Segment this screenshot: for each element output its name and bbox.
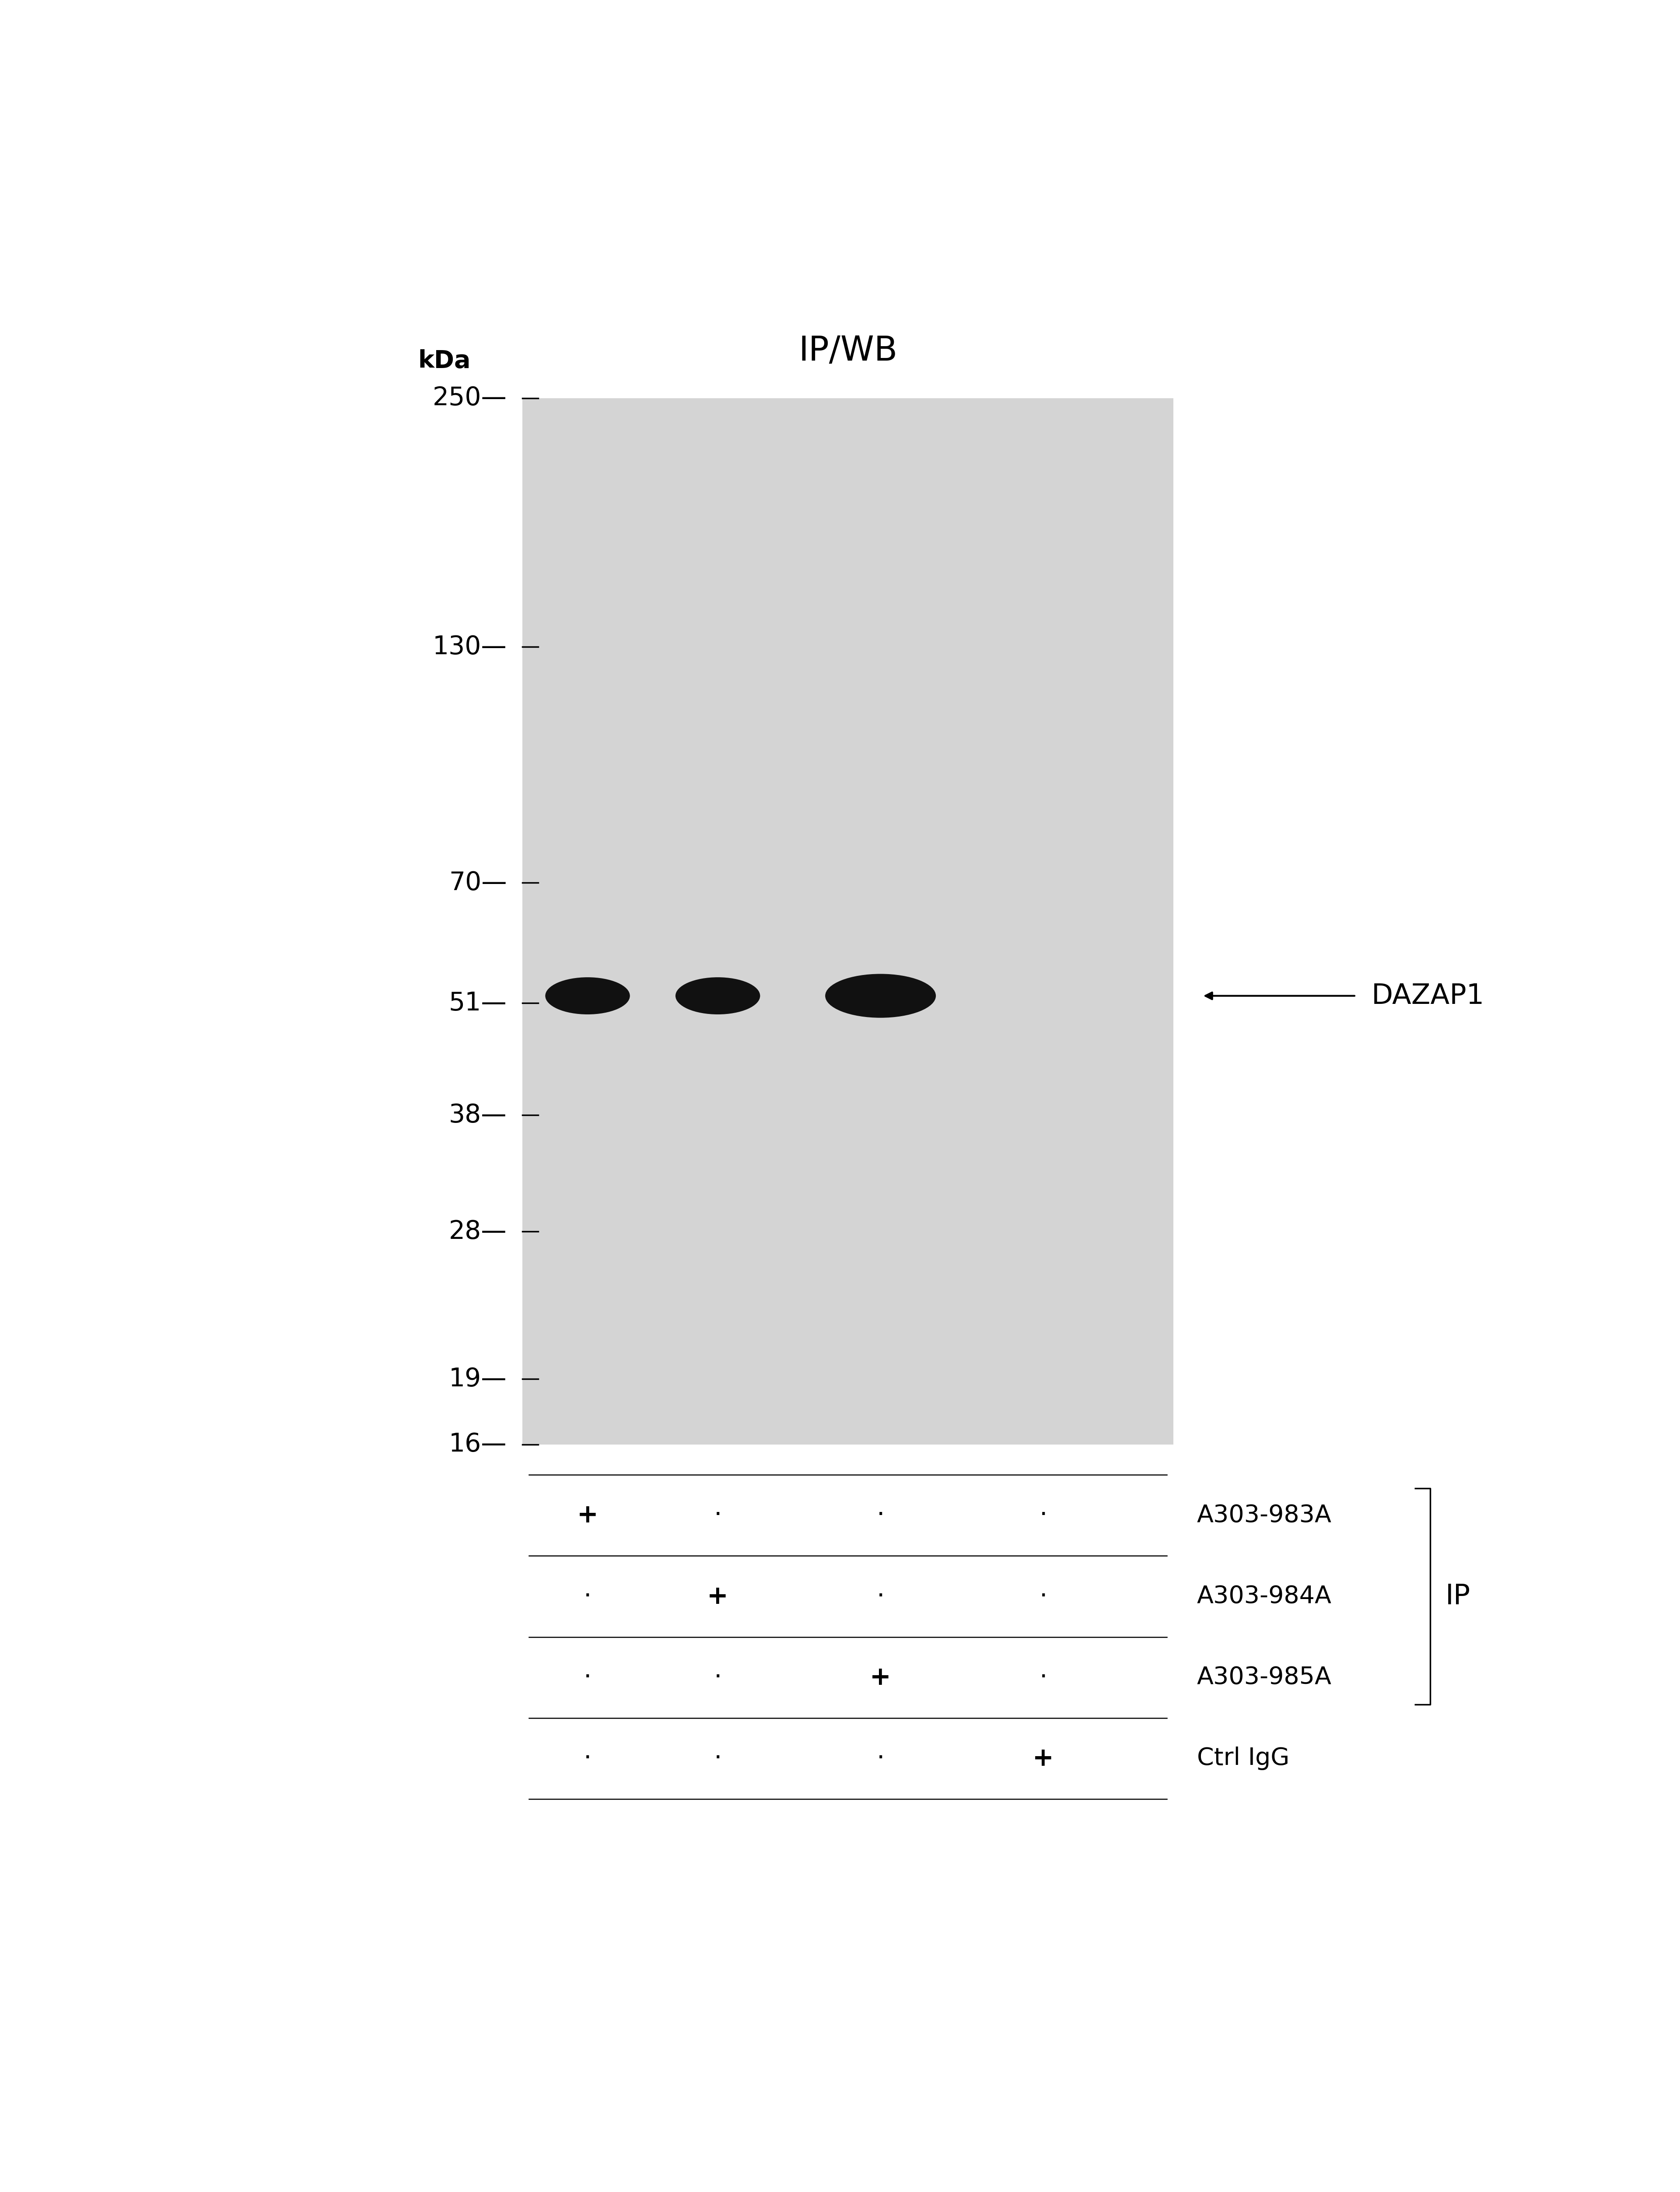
Text: ·: · — [877, 1504, 885, 1528]
Text: DAZAP1: DAZAP1 — [1371, 982, 1485, 1008]
Text: ·: · — [1040, 1585, 1047, 1609]
Text: ·: · — [1040, 1504, 1047, 1528]
Text: 70—: 70— — [449, 870, 507, 894]
Text: IP: IP — [1445, 1583, 1470, 1609]
Ellipse shape — [546, 978, 630, 1015]
Text: ·: · — [583, 1747, 591, 1771]
Text: Ctrl IgG: Ctrl IgG — [1196, 1747, 1289, 1771]
Text: ·: · — [877, 1747, 885, 1771]
FancyBboxPatch shape — [522, 399, 1173, 1445]
Text: ·: · — [714, 1666, 722, 1690]
Text: IP/WB: IP/WB — [798, 335, 897, 368]
Text: ·: · — [877, 1585, 885, 1609]
Text: 19—: 19— — [449, 1366, 507, 1392]
Text: ·: · — [583, 1666, 591, 1690]
Text: ·: · — [1040, 1666, 1047, 1690]
Text: 38—: 38— — [449, 1103, 507, 1127]
Ellipse shape — [825, 973, 936, 1017]
Text: +: + — [576, 1504, 598, 1528]
Text: A303-985A: A303-985A — [1196, 1666, 1332, 1690]
Text: +: + — [1033, 1747, 1053, 1771]
Text: ·: · — [714, 1747, 722, 1771]
Text: 51—: 51— — [449, 991, 507, 1015]
Text: A303-983A: A303-983A — [1196, 1504, 1332, 1528]
Text: 130—: 130— — [432, 633, 507, 660]
Text: +: + — [707, 1585, 729, 1609]
Ellipse shape — [675, 978, 759, 1015]
Text: A303-984A: A303-984A — [1196, 1585, 1332, 1609]
Text: 28—: 28— — [449, 1219, 507, 1245]
Text: 250—: 250— — [432, 386, 507, 410]
Text: kDa: kDa — [418, 349, 470, 373]
Text: 16—: 16— — [449, 1431, 507, 1458]
Text: +: + — [870, 1666, 890, 1690]
Text: ·: · — [714, 1504, 722, 1528]
Text: ·: · — [583, 1585, 591, 1609]
